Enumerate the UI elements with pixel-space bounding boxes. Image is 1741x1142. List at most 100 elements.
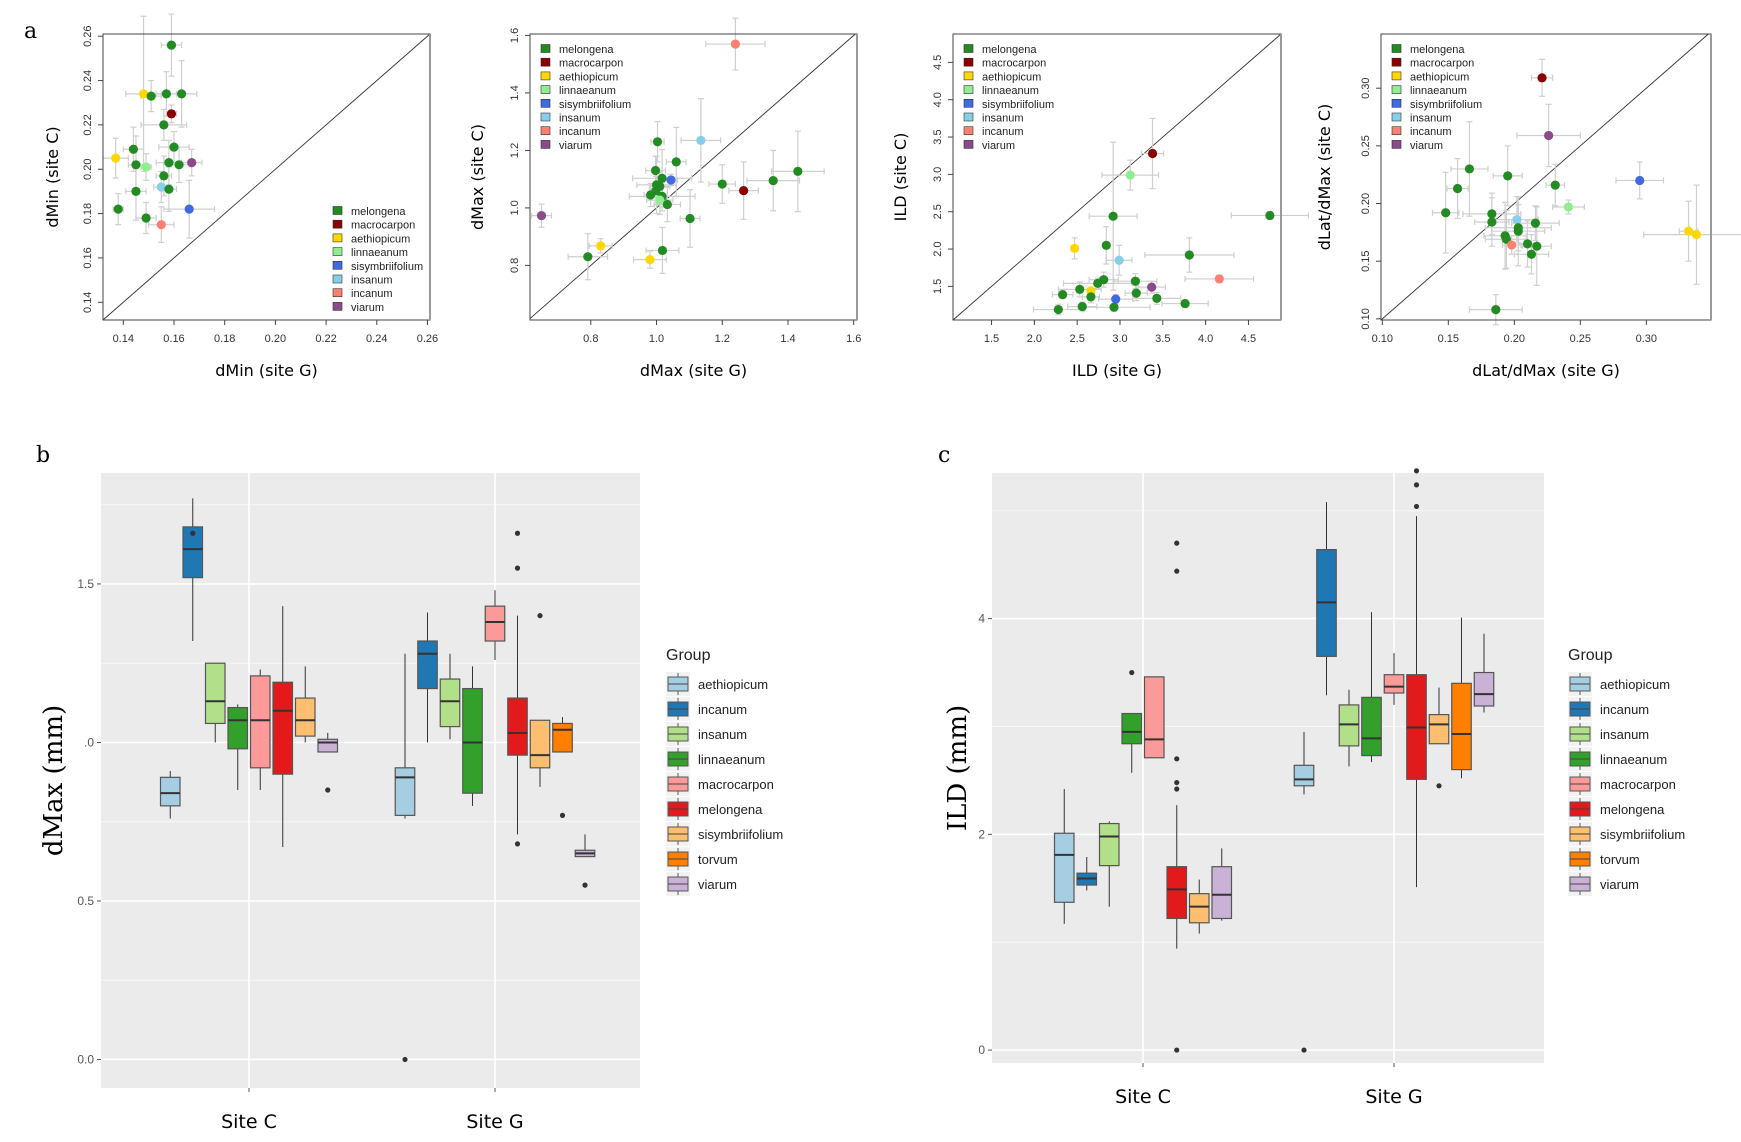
outlier-point [1174, 756, 1180, 762]
data-point-incanum [1214, 274, 1224, 284]
legend-label-macrocarpon: macrocarpon [1600, 777, 1676, 792]
legend-label-insanum: insanum [1600, 727, 1649, 742]
data-point-melongena [1152, 293, 1162, 303]
legend-label-insanum: insanum [982, 113, 1024, 125]
box-macrocarpon-site-g [1383, 653, 1405, 705]
boxplot-panel-dmax: 0.0 0.5 .0 1.5 Site C Site G dMax (mm) Group aet… [39, 473, 783, 1133]
x-tick-label: 2.0 [1027, 333, 1042, 345]
data-point-linnaeanum [141, 162, 151, 172]
box-macrocarpon-site-c [1143, 676, 1165, 759]
data-point-sisymbriifolium [666, 175, 676, 185]
y-axis-title: dMin (site C) [43, 126, 62, 227]
legend-swatch-macrocarpon [963, 57, 974, 67]
x-axis-title: dMin (site G) [215, 361, 318, 380]
legend-swatch-sisymbriifolium [540, 99, 551, 108]
y-tick-label: 4.5 [932, 55, 944, 70]
box-macrocarpon-site-c [249, 669, 271, 791]
data-point-insanum [1114, 255, 1124, 265]
data-point-melongena [646, 190, 656, 200]
data-point-melongena [1093, 278, 1103, 289]
x-tick-label: 1.0 [649, 333, 664, 345]
identity-line [529, 33, 856, 319]
data-point-melongena [657, 245, 668, 256]
x-tick-label: 1.5 [984, 333, 999, 345]
legend-swatch-viarum [540, 140, 551, 149]
legend-swatch-linnaeanum [540, 85, 551, 94]
scatter-panel-dlat-dmax: 0.10 0.15 0.20 0.25 0.30 0.10 0.15 0.20 0.25 0.30… [1315, 33, 1741, 380]
y-tick-label: 2 [978, 827, 985, 841]
x-tick-label: 0.14 [113, 333, 134, 345]
x-tick-label: 2.5 [1070, 333, 1085, 345]
x-tick-label: 0.16 [163, 333, 184, 345]
data-point-aethiopicum [111, 153, 121, 163]
legend-label-viarum: viarum [698, 877, 737, 892]
y-tick-label: 1.5 [77, 577, 94, 591]
box-insanum-site-c [1098, 821, 1120, 907]
legend-label-sisymbriifolium: sisymbriifolium [982, 99, 1054, 111]
legend-swatch-insanum [1391, 112, 1402, 122]
legend-label-incanum: incanum [1410, 126, 1452, 138]
data-point-melongena [1131, 288, 1141, 298]
x-tick-label: 0.30 [1636, 333, 1657, 345]
scatter-panel-ild: 1.5 2.0 2.5 3.0 3.5 4.0 4.5 1.5 2.0 2.5 3.0 3.5 4.0 4… [891, 33, 1310, 380]
x-tick-label: 4.5 [1241, 333, 1256, 345]
data-point-insanum [156, 182, 166, 192]
legend-label-macrocarpon: macrocarpon [698, 777, 774, 792]
data-point-melongena [1086, 292, 1096, 302]
data-point-melongena [166, 40, 177, 50]
data-point-linnaeanum [1125, 170, 1135, 180]
data-point-melongena [652, 137, 663, 147]
legend-swatch-melongena [1391, 44, 1402, 53]
data-point-melongena [1532, 241, 1542, 251]
outlier-point [1174, 786, 1180, 792]
box-iqr [439, 678, 461, 728]
boxplot-panel-ild: 0 2 4 Site C Site G ILD (mm) Group aethiopicum i… [943, 468, 1685, 1108]
data-point-macrocarpon [1537, 73, 1547, 83]
box-iqr [1473, 671, 1495, 707]
box-iqr [227, 706, 249, 750]
outlier-point [582, 882, 588, 888]
box-iqr [529, 719, 551, 769]
y-axis-title: dLat/dMax (site C) [1315, 104, 1334, 251]
data-point-viarum [187, 157, 197, 168]
box-incanum-site-g [1316, 502, 1337, 696]
box-torvum-site-g [552, 717, 573, 818]
data-point-viarum [536, 211, 547, 221]
data-point-melongena [1550, 180, 1560, 190]
data-point-melongena [1452, 183, 1463, 194]
legend-label-incanum: incanum [698, 702, 747, 717]
legend-swatch-melongena [540, 44, 551, 53]
legend-label-melongena: melongena [982, 44, 1037, 56]
box-iqr [484, 605, 506, 642]
x-tick-label: 0.22 [315, 333, 336, 345]
box-sisymbriifolium-site-g [1428, 687, 1450, 789]
y-tick-label: 2.5 [932, 204, 944, 219]
legend-label-viarum: viarum [1600, 877, 1639, 892]
legend-label-linnaeanum: linnaeanum [982, 85, 1039, 97]
y-tick-label: 1.0 [509, 200, 521, 215]
box-linnaeanum-site-g [462, 666, 483, 806]
data-point-melongena [159, 120, 169, 130]
legend-label-torvum: torvum [1600, 852, 1640, 867]
data-point-melongena [128, 144, 139, 154]
legend-swatch-aethiopicum [963, 71, 974, 81]
box-sisymbriifolium-site-g [529, 613, 551, 787]
box-aethiopicum-site-g [394, 653, 416, 1063]
data-point-melongena [1108, 211, 1118, 221]
legend: Group aethiopicum incanum insanum linnaeanum… [666, 647, 783, 896]
x-tick-label: 0.10 [1372, 333, 1393, 345]
legend-label-incanum: incanum [559, 126, 601, 138]
data-points [1053, 148, 1275, 315]
legend: Group aethiopicum incanum insanum linnaeanum… [1568, 647, 1685, 896]
legend-swatch-melongena [332, 206, 343, 215]
data-point-melongena [657, 173, 667, 183]
box-linnaeanum-site-c [1121, 669, 1143, 773]
outlier-point [325, 787, 331, 793]
outlier-point [1174, 779, 1180, 786]
data-point-melongena [1487, 217, 1497, 227]
data-point-incanum [730, 39, 741, 49]
outlier-point [1413, 503, 1420, 510]
x-axis-title: dMax (site G) [640, 361, 747, 380]
